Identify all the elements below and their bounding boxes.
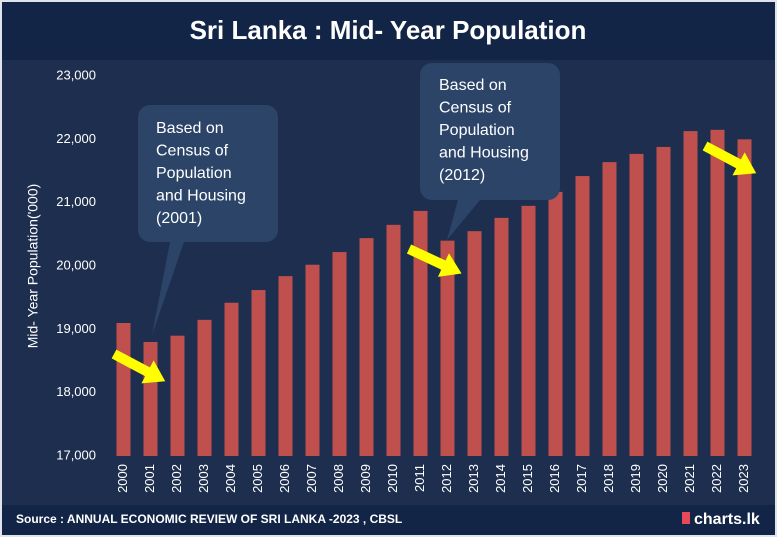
y-tick-label: 18,000 — [56, 384, 96, 399]
bar — [278, 276, 293, 456]
x-tick-label: 2002 — [169, 464, 184, 493]
x-tick-label: 2020 — [655, 464, 670, 493]
x-tick-label: 2000 — [115, 464, 130, 493]
x-tick-label: 2003 — [196, 464, 211, 493]
plot: 17,000 18,000 19,000 20,000 21,000 22,000 23,0… — [56, 67, 752, 493]
bar — [629, 153, 644, 456]
bar — [602, 162, 617, 456]
annotation-line: and Housing — [439, 145, 529, 162]
y-axis-title: Mid- Year Population('000) — [25, 184, 41, 349]
brand: charts.lk — [694, 511, 760, 528]
y-tick-label: 19,000 — [56, 321, 96, 336]
y-tick-label: 23,000 — [56, 67, 96, 82]
y-tick-label: 21,000 — [56, 194, 96, 209]
x-tick-label: 2013 — [466, 464, 481, 493]
x-tick-label: 2018 — [601, 464, 616, 493]
bar — [332, 252, 347, 456]
bar — [521, 205, 536, 456]
x-tick-label: 2010 — [385, 464, 400, 493]
x-tick-label: 2023 — [736, 464, 751, 493]
arrow — [111, 349, 166, 384]
annotation-line: Population — [439, 122, 515, 139]
bar — [494, 217, 509, 456]
x-tick-label: 2014 — [493, 464, 508, 493]
x-tick-label: 2009 — [358, 464, 373, 493]
bar — [440, 240, 455, 456]
arrow — [406, 244, 462, 277]
bar — [467, 231, 482, 456]
bar — [683, 131, 698, 456]
y-tick-label: 22,000 — [56, 131, 96, 146]
chart-title: Sri Lanka : Mid- Year Population — [190, 15, 587, 45]
bar — [413, 210, 428, 456]
x-tick-label: 2011 — [412, 464, 427, 492]
annotation-line: Population — [156, 165, 232, 182]
x-tick-label: 2017 — [574, 464, 589, 493]
source: Source : ANNUAL ECONOMIC REVIEW OF SRI L… — [16, 512, 402, 526]
bar — [224, 302, 239, 456]
callout-box — [420, 63, 560, 240]
annotation-line: Census of — [439, 100, 512, 117]
bar — [575, 176, 590, 457]
x-tick-label: 2015 — [520, 464, 535, 493]
callout-box — [138, 105, 278, 335]
bar — [737, 139, 752, 457]
bar — [656, 146, 671, 456]
annotation-line: (2012) — [439, 167, 485, 184]
x-tick-label: 2016 — [547, 464, 562, 493]
arrow — [702, 141, 757, 176]
bar — [143, 342, 158, 456]
bar — [710, 129, 725, 457]
bar — [359, 238, 374, 456]
arrows — [111, 141, 757, 384]
annotation-line: Based on — [156, 120, 224, 137]
annotation-line: and Housing — [156, 188, 246, 205]
bar — [170, 335, 185, 456]
x-tick-label: 2019 — [628, 464, 643, 493]
x-tick-label: 2004 — [223, 464, 238, 493]
title-bar — [2, 2, 775, 60]
y-tick-label: 17,000 — [56, 447, 96, 462]
x-tick-label: 2022 — [709, 464, 724, 493]
bar — [251, 290, 266, 456]
bar — [197, 319, 212, 456]
x-tick-label: 2012 — [439, 464, 454, 493]
x-tick-label: 2007 — [304, 464, 319, 493]
brand-icon — [682, 512, 690, 524]
x-tick-label: 2005 — [250, 464, 265, 493]
x-tick-label: 2006 — [277, 464, 292, 493]
bar — [116, 323, 131, 456]
bar — [548, 191, 563, 456]
annotations: Based on Census of Population and Housing (2… — [156, 77, 529, 227]
annotation-line: Based on — [439, 77, 507, 94]
annotation-line: Census of — [156, 143, 229, 160]
bar — [305, 264, 320, 456]
x-tick-label: 2021 — [682, 464, 697, 493]
bar — [386, 224, 401, 456]
x-tick-label: 2008 — [331, 464, 346, 493]
y-tick-label: 20,000 — [56, 257, 96, 272]
footer-bar — [2, 505, 775, 535]
x-tick-label: 2001 — [142, 464, 157, 493]
annotation-line: (2001) — [156, 210, 202, 227]
